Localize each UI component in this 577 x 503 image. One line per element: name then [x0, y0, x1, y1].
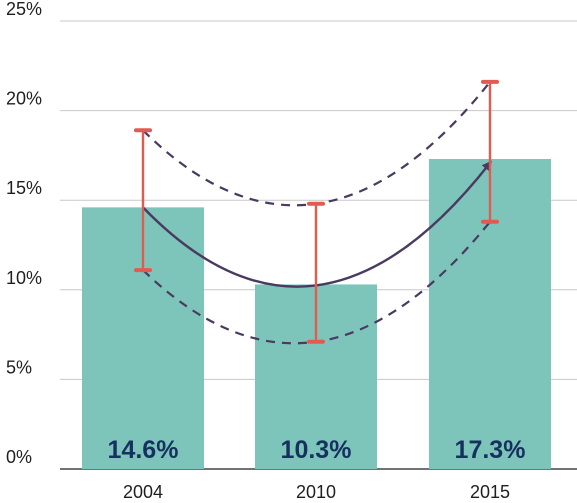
bar-value-label: 17.3% — [455, 436, 526, 464]
labels: 0% 5% 10% 15% 20% 25% 14.6% 2004 10.3% 2010 17.3% 2… — [6, 0, 525, 502]
y-tick-label: 10% — [6, 268, 42, 288]
x-tick-label: 2004 — [123, 482, 163, 502]
x-tick-label: 2010 — [296, 482, 336, 502]
y-tick-label: 0% — [6, 447, 32, 467]
y-tick-label: 5% — [6, 357, 32, 377]
bar-value-label: 10.3% — [281, 436, 352, 464]
x-tick-label: 2015 — [470, 482, 510, 502]
y-tick-label: 20% — [6, 89, 42, 109]
y-tick-label: 25% — [6, 0, 42, 19]
bar-value-label: 14.6% — [108, 436, 179, 464]
y-tick-label: 15% — [6, 178, 42, 198]
error-bars — [134, 79, 499, 344]
